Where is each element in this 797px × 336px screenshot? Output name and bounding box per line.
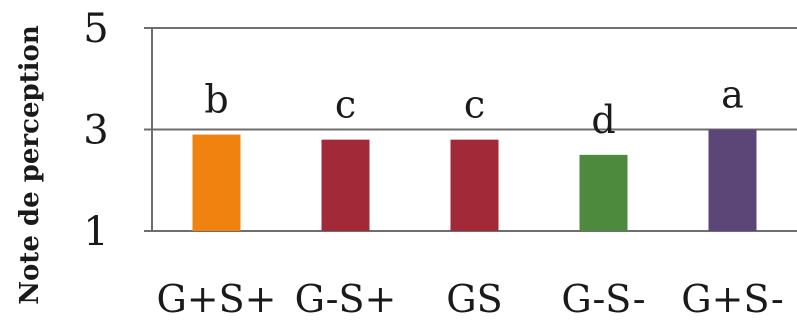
y-axis-title: Note de perception [15,25,45,305]
bar-G-S- [579,154,628,231]
x-category-label: G-S+ [295,277,397,321]
significance-letter: a [721,73,744,117]
bars [192,129,757,231]
y-tick-labels: 1 3 5 [83,6,108,255]
y-tick-label: 3 [83,108,108,154]
significance-letter: c [464,83,485,127]
x-category-labels: G+S+ G-S+ GS G-S- G+S- [156,277,783,321]
significance-letter: b [204,78,228,122]
bar-G+S+ [192,134,241,231]
y-tick-label: 1 [83,209,108,255]
y-tick-label: 5 [83,6,108,52]
significance-letter: c [335,83,356,127]
bar-G+S- [708,129,757,231]
significance-letters: b c c da [204,73,743,142]
x-category-label: GS [446,277,502,321]
bar-GS [450,139,499,231]
x-category-label: G-S- [561,277,645,321]
x-category-label: G+S- [681,277,783,321]
significance-letter: d [591,98,615,142]
bar-G-S+ [321,139,370,231]
x-category-label: G+S+ [156,277,276,321]
